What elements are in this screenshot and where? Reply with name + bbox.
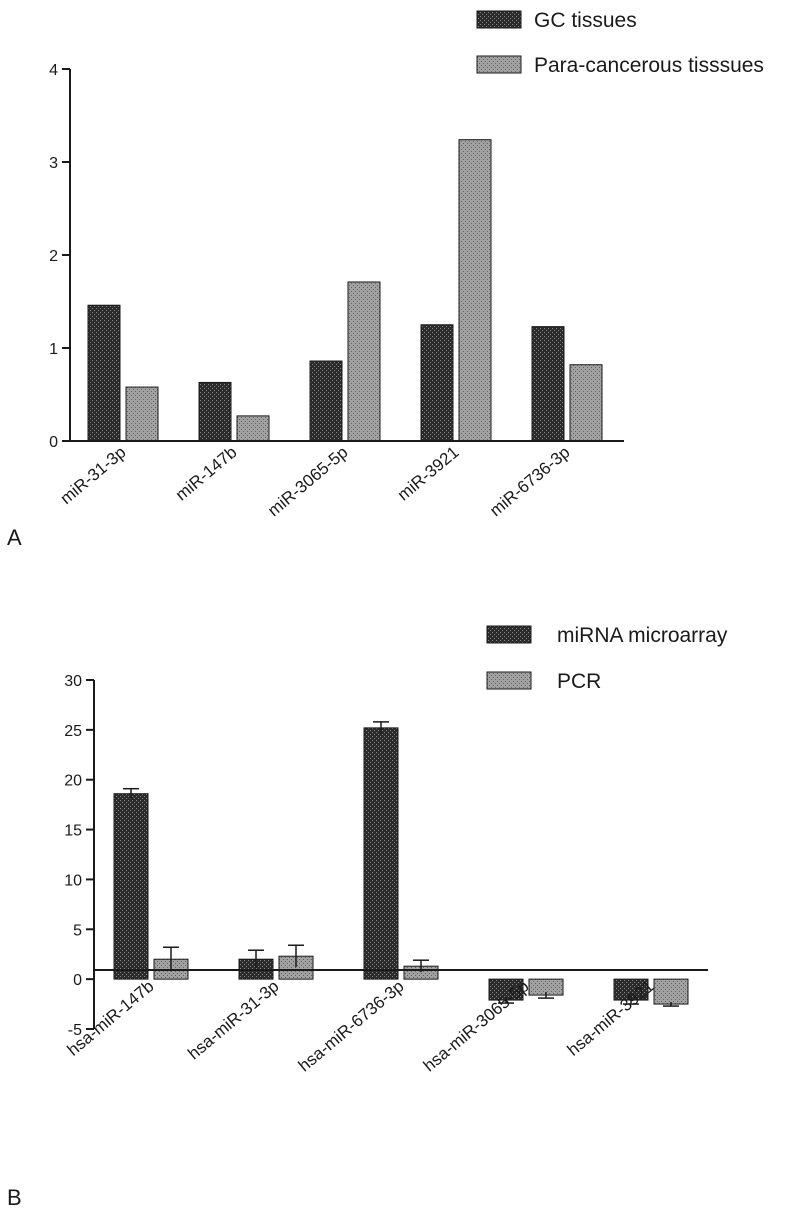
x-tick-label-hsa-mir-31-3p: hsa-miR-31-3p — [184, 977, 282, 1064]
y-tick-label: 25 — [64, 723, 82, 740]
bars-a — [87, 139, 603, 442]
chart-panel-b: miRNA microarray PCR -5 0 5 10 15 20 25 30 hsa-… — [7, 624, 728, 1210]
x-tick-label-hsa-mir-6736-3p: hsa-miR-6736-3p — [295, 977, 408, 1076]
x-axis-a: miR-31-3p miR-147b miR-3065-5p miR-3921 miR-… — [57, 443, 574, 521]
y-axis-b: -5 0 5 10 15 20 25 30 — [64, 673, 94, 1039]
x-tick-label-mir-3921: miR-3921 — [394, 443, 463, 505]
y-tick-label: 0 — [73, 972, 82, 989]
x-tick-label-mir-147b: miR-147b — [172, 443, 241, 505]
bar-para-cancerous-tisssues-mir-3921 — [458, 139, 492, 442]
bar-gc-tissues-mir-3065-5p — [309, 360, 343, 442]
x-tick-label-hsa-mir-3065-5p: hsa-miR-3065-5p — [420, 977, 533, 1076]
legend-a: GC tissues Para-cancerous tisssues — [476, 9, 764, 77]
bar-gc-tissues-mir-31-3p — [87, 304, 121, 442]
x-tick-label-mir-31-3p: miR-31-3p — [57, 443, 130, 509]
x-tick-label-hsa-mir-3921: hsa-miR-3921 — [564, 977, 658, 1060]
y-tick-label: 15 — [64, 823, 82, 840]
y-tick-label: 10 — [64, 872, 82, 889]
x-axis-b: hsa-miR-147b hsa-miR-31-3p hsa-miR-6736-3p… — [64, 977, 658, 1076]
legend-label-gc-tissues: GC tissues — [534, 9, 637, 32]
y-tick-label: 30 — [64, 673, 82, 690]
bar-para-cancerous-tisssues-mir-147b — [236, 415, 270, 442]
legend-label-para-cancerous: Para-cancerous tisssues — [534, 54, 764, 77]
bars-b — [113, 721, 689, 1007]
y-tick-label: 4 — [49, 62, 58, 79]
legend-label-pcr: PCR — [557, 670, 601, 693]
bar-gc-tissues-mir-6736-3p — [531, 326, 565, 442]
bar-para-cancerous-tisssues-mir-31-3p — [125, 386, 159, 442]
bar-gc-tissues-mir-147b — [198, 381, 232, 442]
bar-mirna-microarray-hsa-mir-6736-3p — [363, 727, 399, 980]
legend-swatch-gc-tissues — [476, 10, 522, 29]
legend-swatch-pcr — [486, 671, 532, 690]
legend-swatch-para-cancerous — [476, 55, 522, 74]
bar-gc-tissues-mir-3921 — [420, 324, 454, 442]
x-tick-label-mir-6736-3p: miR-6736-3p — [486, 443, 573, 521]
panel-label-a: A — [7, 525, 22, 550]
y-axis-a: 0 1 2 3 4 — [49, 62, 70, 451]
legend-swatch-mirna-microarray — [486, 625, 532, 644]
y-tick-label: 2 — [49, 248, 58, 265]
bar-pcr-hsa-mir-3921 — [653, 978, 689, 1005]
x-tick-label-mir-3065-5p: miR-3065-5p — [264, 443, 351, 521]
chart-panel-a: GC tissues Para-cancerous tisssues 0 1 2 3 4… — [7, 9, 764, 550]
y-tick-label: 1 — [49, 341, 58, 358]
y-tick-label: -5 — [68, 1022, 82, 1039]
bar-para-cancerous-tisssues-mir-6736-3p — [569, 364, 603, 442]
y-tick-label: 20 — [64, 773, 82, 790]
y-tick-label: 5 — [73, 922, 82, 939]
legend-b: miRNA microarray PCR — [486, 624, 728, 693]
bar-para-cancerous-tisssues-mir-3065-5p — [347, 281, 381, 442]
legend-label-mirna-microarray: miRNA microarray — [557, 624, 728, 647]
y-tick-label: 0 — [49, 434, 58, 451]
bar-mirna-microarray-hsa-mir-147b — [113, 793, 149, 980]
y-tick-label: 3 — [49, 155, 58, 172]
panel-label-b: B — [7, 1185, 22, 1210]
